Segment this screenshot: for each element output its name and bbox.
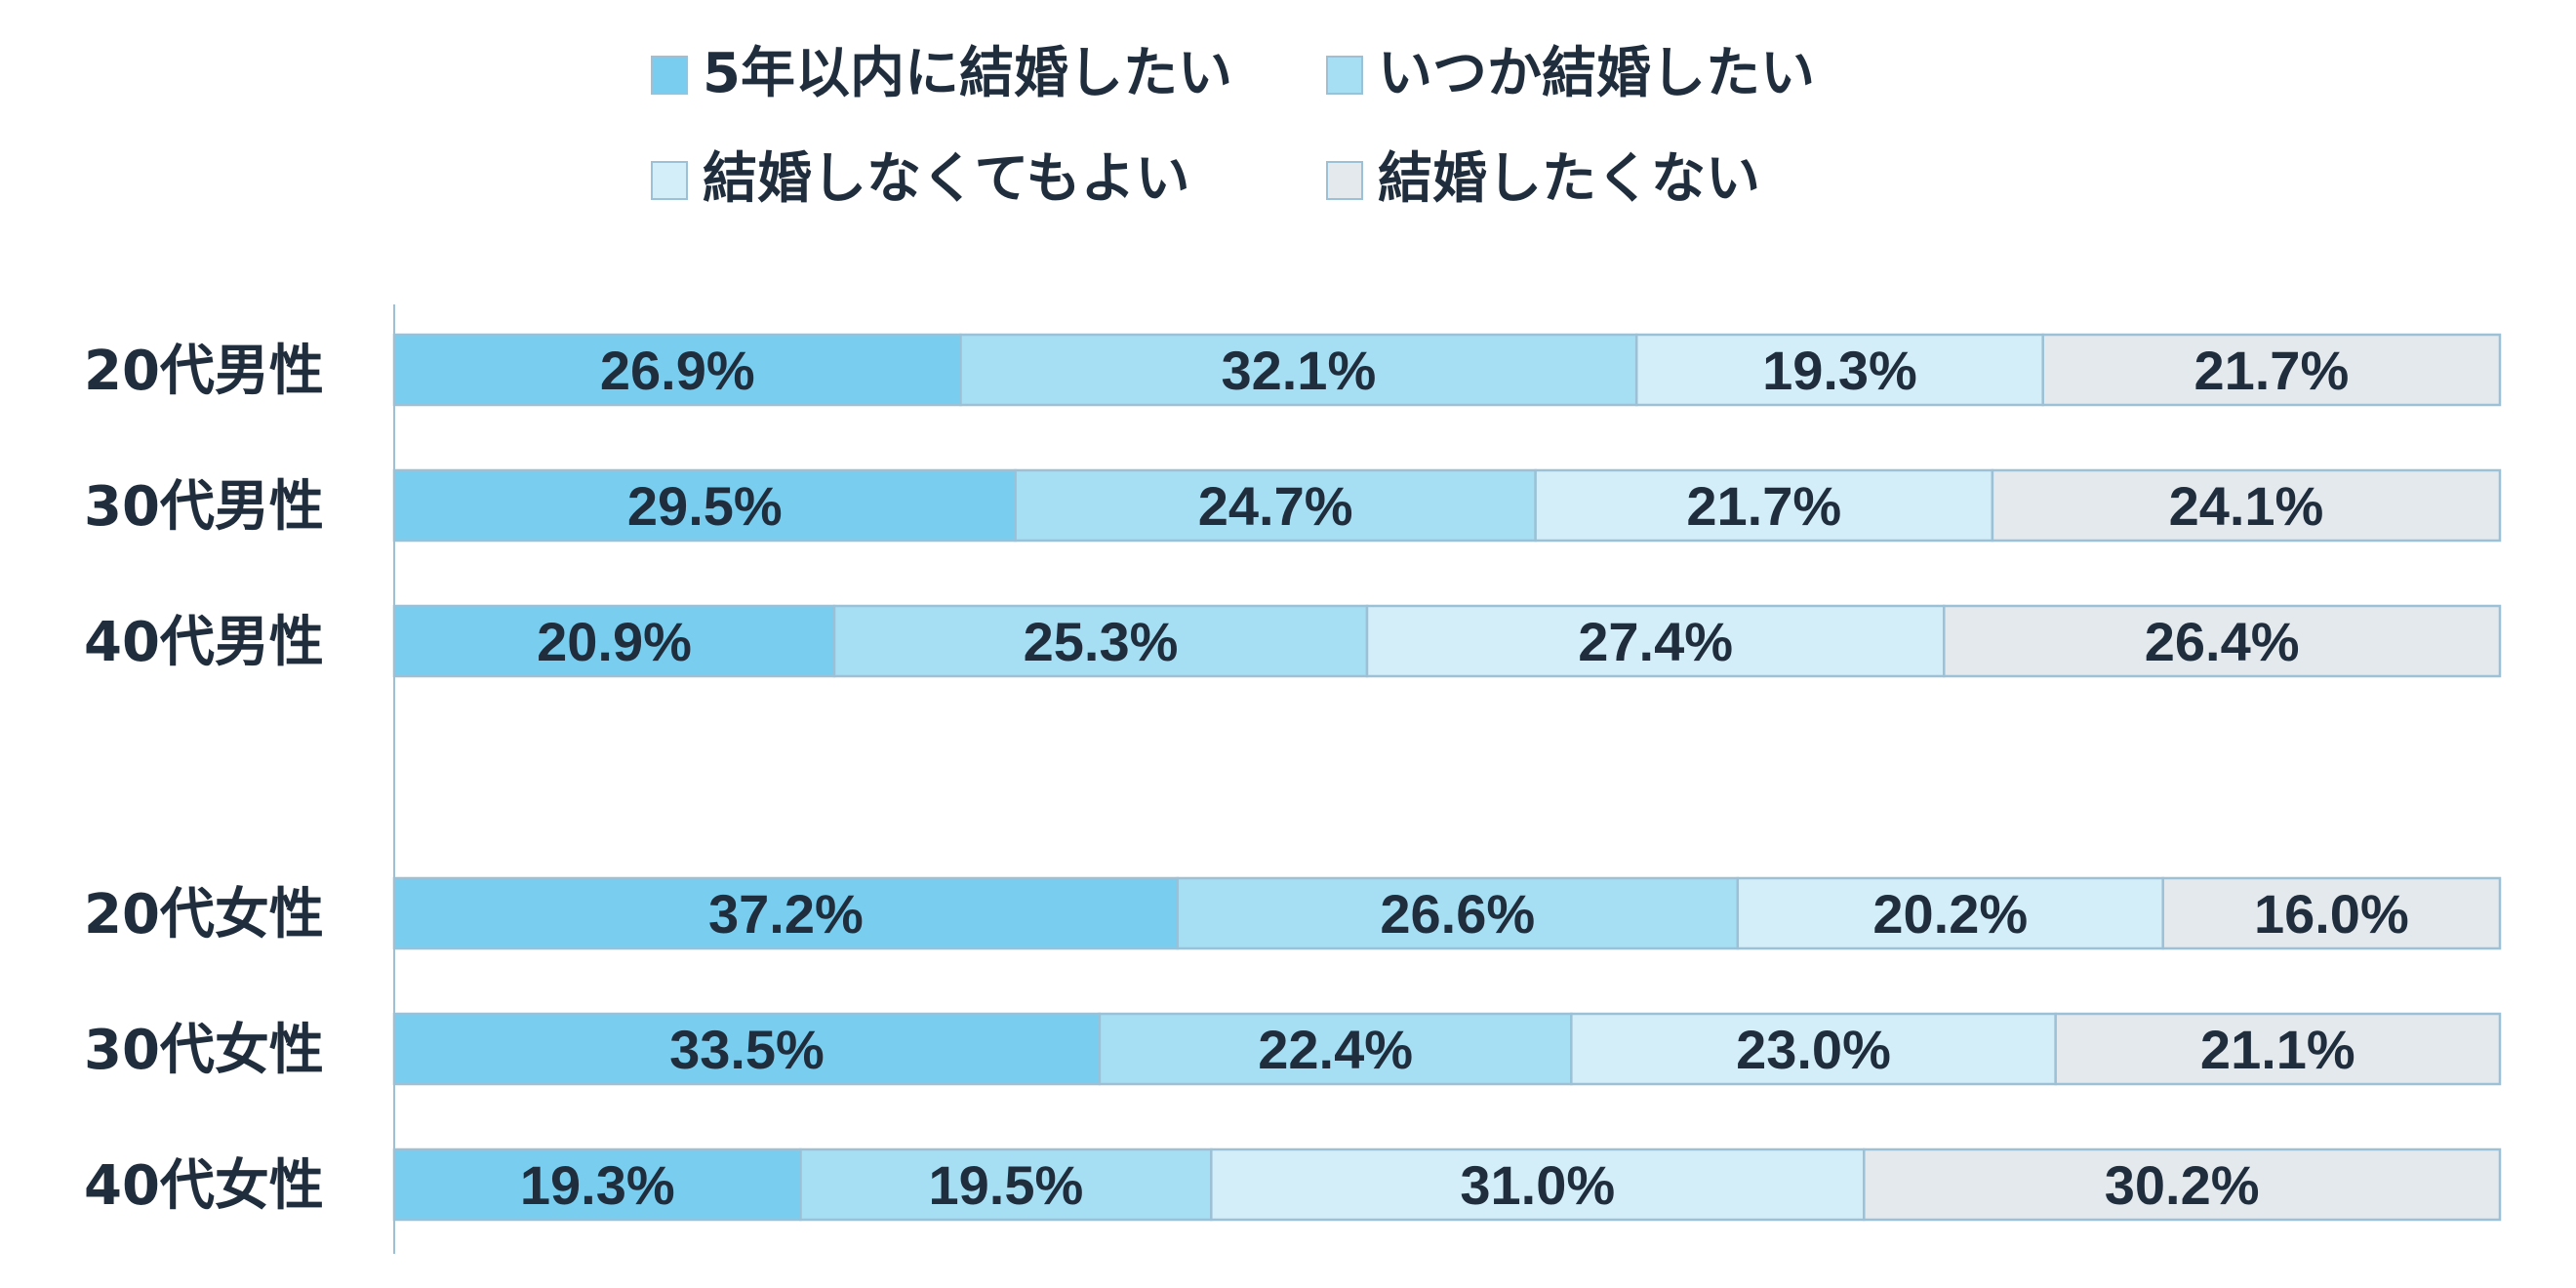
bar-segment [1098,1012,1573,1086]
legend-label: いつか結婚したい [1378,42,1815,105]
plot-area: 26.9% 32.1% 19.3% 21.7% 29.5% 24.7% 21.7% 24.1%… [392,304,2502,1254]
bar-segment [1210,1147,1866,1222]
data-label: 22.4% [1258,1019,1413,1080]
data-label: 19.5% [929,1154,1084,1216]
data-label: 30.2% [2105,1154,2260,1216]
data-label: 24.7% [1198,475,1353,537]
bar-segment [1014,468,1537,543]
data-label: 26.6% [1380,883,1535,945]
data-label: 23.0% [1736,1019,1891,1080]
data-label: 37.2% [708,883,864,945]
data-label: 19.3% [1762,340,1917,401]
category-label: 30代男性 [84,475,324,539]
category-labels: 20代男性 30代男性 40代男性 20代女性 30代女性 40代女性 [84,340,324,1218]
bar-segment [832,604,1369,678]
bar-segment [2041,333,2502,407]
bar-segment [2054,1012,2502,1086]
legend-swatch [1326,56,1363,95]
bar-segment [1634,333,2044,407]
data-label: 27.4% [1578,611,1733,672]
bar-segment [1736,876,2164,950]
data-label: 26.4% [2145,611,2300,672]
data-label: 31.0% [1460,1154,1615,1216]
category-label: 20代男性 [84,340,324,403]
bar-segment [392,876,1180,950]
bar-segment [392,1012,1102,1086]
data-label: 24.1% [2169,475,2324,537]
data-label: 33.5% [669,1019,825,1080]
data-label: 32.1% [1221,340,1376,401]
data-label: 20.2% [1872,883,2028,945]
bar-segment [1570,1012,2057,1086]
bar-segment [1991,468,2502,543]
legend-label: 5年以内に結婚したい [703,42,1232,105]
data-label: 19.3% [520,1154,675,1216]
bar-segment [392,604,836,678]
category-label: 40代女性 [84,1154,324,1218]
data-label: 20.9% [537,611,692,672]
category-label: 30代女性 [84,1019,324,1082]
bar-segment [392,1147,802,1222]
data-label: 25.3% [1024,611,1179,672]
bar-segment [1943,604,2502,678]
legend-swatch [651,56,688,95]
data-label: 26.9% [600,340,755,401]
data-label: 21.7% [1686,475,1841,537]
bar-segment [1863,1147,2502,1222]
bar-segment [959,333,1638,407]
legend-swatch [1326,161,1363,200]
legend-label: 結婚したくない [1378,147,1760,211]
category-label: 20代女性 [84,883,324,946]
bar-segment [2161,876,2502,950]
bar-segment [1365,604,1946,678]
data-label: 16.0% [2254,883,2409,945]
bar-segment [1176,876,1740,950]
data-label: 21.7% [2194,340,2349,401]
legend-label: 結婚しなくてもよい [703,147,1190,211]
data-label: 21.1% [2200,1019,2355,1080]
legend-swatch [651,161,688,200]
category-label: 40代男性 [84,611,324,674]
data-label: 29.5% [627,475,783,537]
